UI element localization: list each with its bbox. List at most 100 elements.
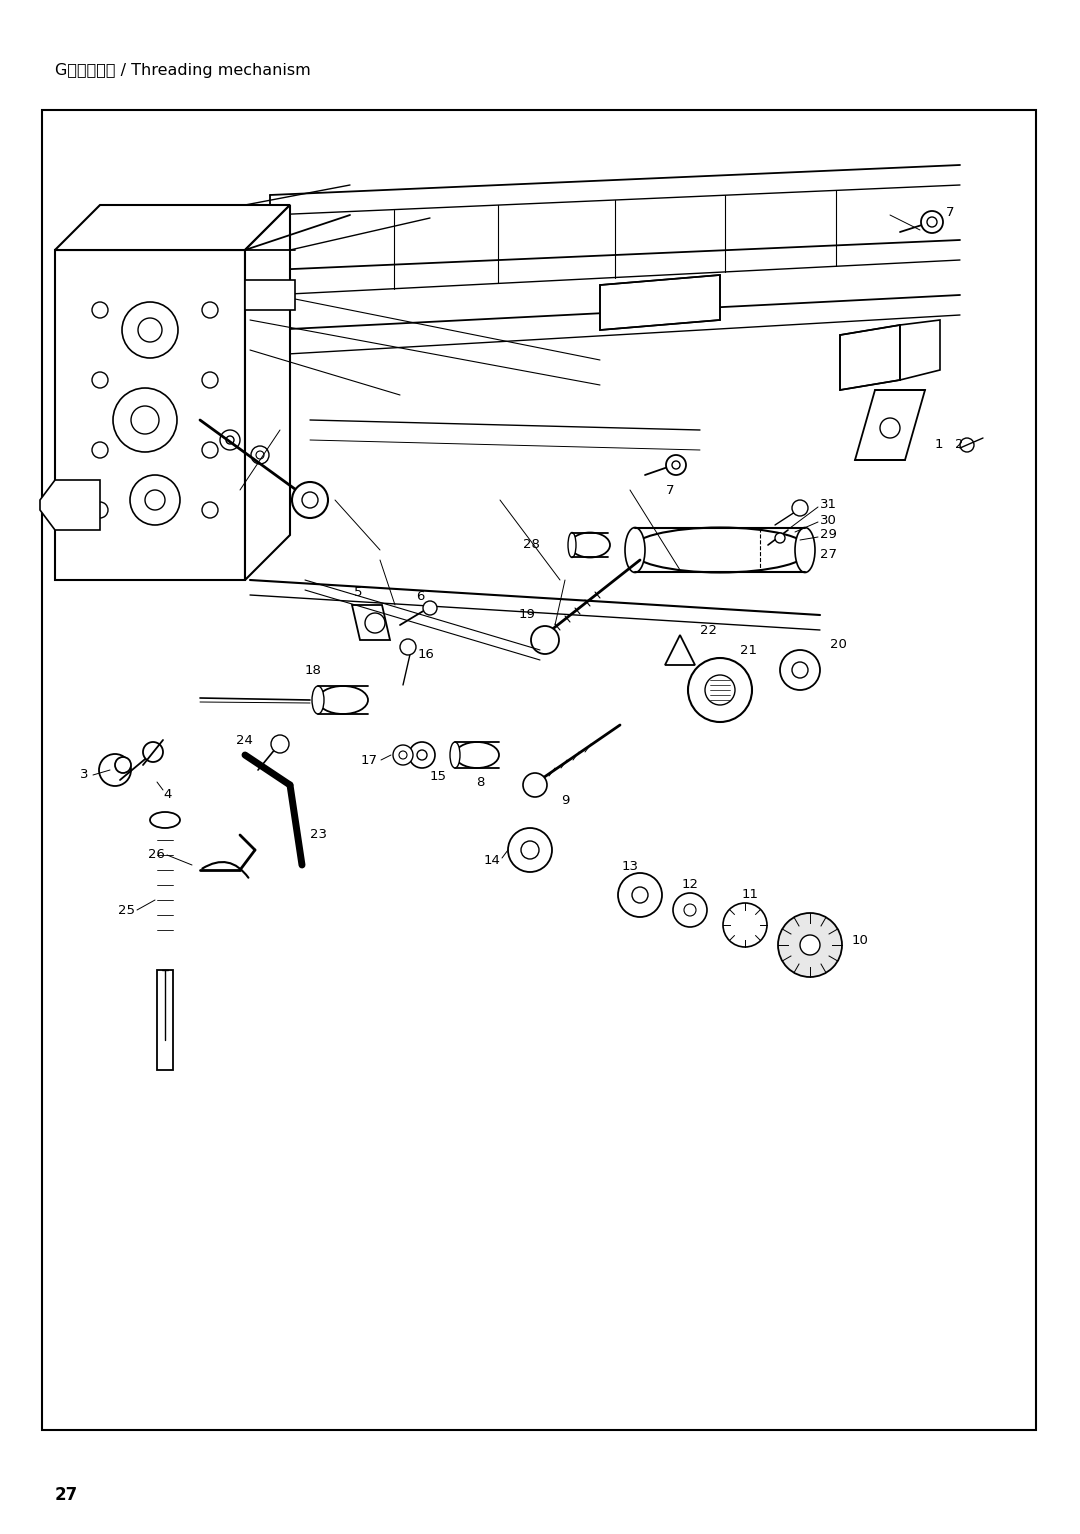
Ellipse shape — [630, 528, 810, 572]
Text: 19: 19 — [518, 609, 536, 621]
Polygon shape — [55, 250, 245, 580]
Circle shape — [508, 828, 552, 871]
Circle shape — [131, 407, 159, 434]
Circle shape — [921, 212, 943, 233]
Text: 1: 1 — [935, 439, 944, 451]
Text: 6: 6 — [416, 591, 424, 603]
Circle shape — [365, 614, 384, 634]
Circle shape — [92, 442, 108, 459]
Text: 18: 18 — [305, 664, 322, 676]
Circle shape — [960, 439, 974, 453]
Text: 31: 31 — [820, 499, 837, 511]
Circle shape — [399, 752, 407, 759]
Polygon shape — [900, 321, 940, 380]
Circle shape — [800, 936, 820, 956]
Text: 15: 15 — [430, 770, 447, 784]
Circle shape — [122, 302, 178, 357]
Circle shape — [672, 462, 680, 469]
Polygon shape — [245, 206, 291, 580]
Circle shape — [143, 742, 163, 762]
Circle shape — [202, 502, 218, 518]
Circle shape — [423, 601, 437, 615]
Text: 23: 23 — [310, 828, 327, 842]
Text: 4: 4 — [163, 788, 172, 801]
Circle shape — [409, 742, 435, 769]
Circle shape — [114, 756, 131, 773]
Circle shape — [632, 887, 648, 904]
Circle shape — [99, 755, 131, 785]
Text: 16: 16 — [418, 649, 435, 661]
Text: 7: 7 — [665, 483, 674, 497]
Text: 27: 27 — [55, 1486, 78, 1503]
Text: 17: 17 — [361, 753, 378, 767]
Text: 12: 12 — [681, 879, 699, 891]
Text: 10: 10 — [852, 934, 869, 946]
Circle shape — [666, 456, 686, 476]
Polygon shape — [855, 390, 924, 460]
Polygon shape — [352, 604, 390, 640]
Circle shape — [400, 640, 416, 655]
Ellipse shape — [312, 686, 324, 713]
Circle shape — [688, 658, 752, 723]
Circle shape — [92, 373, 108, 388]
Text: 11: 11 — [742, 888, 758, 902]
Text: 2: 2 — [955, 439, 963, 451]
Circle shape — [523, 773, 546, 798]
Circle shape — [521, 841, 539, 859]
Circle shape — [92, 502, 108, 518]
Text: 27: 27 — [820, 549, 837, 561]
Circle shape — [130, 476, 180, 525]
Circle shape — [113, 388, 177, 453]
Ellipse shape — [625, 528, 645, 572]
Ellipse shape — [450, 742, 460, 769]
Circle shape — [673, 893, 707, 927]
Circle shape — [792, 663, 808, 678]
Polygon shape — [600, 275, 720, 330]
Circle shape — [271, 735, 289, 753]
Circle shape — [618, 873, 662, 917]
Polygon shape — [665, 635, 696, 666]
Polygon shape — [840, 325, 900, 390]
Text: 8: 8 — [476, 776, 484, 790]
Polygon shape — [55, 206, 291, 250]
Text: 22: 22 — [700, 623, 717, 637]
Circle shape — [775, 532, 785, 543]
Circle shape — [302, 492, 318, 508]
Text: 21: 21 — [740, 643, 757, 657]
Ellipse shape — [318, 686, 368, 713]
Text: 20: 20 — [831, 638, 847, 652]
Circle shape — [531, 626, 559, 653]
Text: 13: 13 — [621, 861, 638, 873]
Text: 5: 5 — [354, 586, 362, 600]
Text: 9: 9 — [561, 793, 569, 807]
Circle shape — [202, 302, 218, 318]
Text: 29: 29 — [820, 529, 837, 542]
Ellipse shape — [150, 811, 180, 828]
Circle shape — [723, 904, 767, 946]
Text: 28: 28 — [523, 538, 540, 552]
Circle shape — [684, 904, 696, 916]
Circle shape — [780, 650, 820, 690]
Text: 24: 24 — [237, 733, 253, 747]
Bar — [42, 110, 1036, 1430]
Circle shape — [705, 675, 735, 706]
Circle shape — [292, 482, 328, 518]
Circle shape — [145, 489, 165, 509]
Circle shape — [792, 500, 808, 515]
Ellipse shape — [568, 532, 576, 557]
Circle shape — [138, 318, 162, 342]
Circle shape — [202, 442, 218, 459]
Circle shape — [927, 216, 937, 227]
Text: 30: 30 — [820, 514, 837, 526]
Circle shape — [202, 373, 218, 388]
Text: 25: 25 — [118, 904, 135, 916]
Ellipse shape — [455, 742, 499, 769]
Text: 7: 7 — [946, 206, 955, 218]
Text: 14: 14 — [483, 853, 500, 867]
Circle shape — [92, 302, 108, 318]
Text: 3: 3 — [80, 769, 89, 781]
Bar — [157, 969, 173, 1071]
Polygon shape — [40, 480, 100, 531]
Circle shape — [880, 417, 900, 439]
Text: G．穿线装置 / Threading mechanism: G．穿线装置 / Threading mechanism — [55, 63, 311, 78]
